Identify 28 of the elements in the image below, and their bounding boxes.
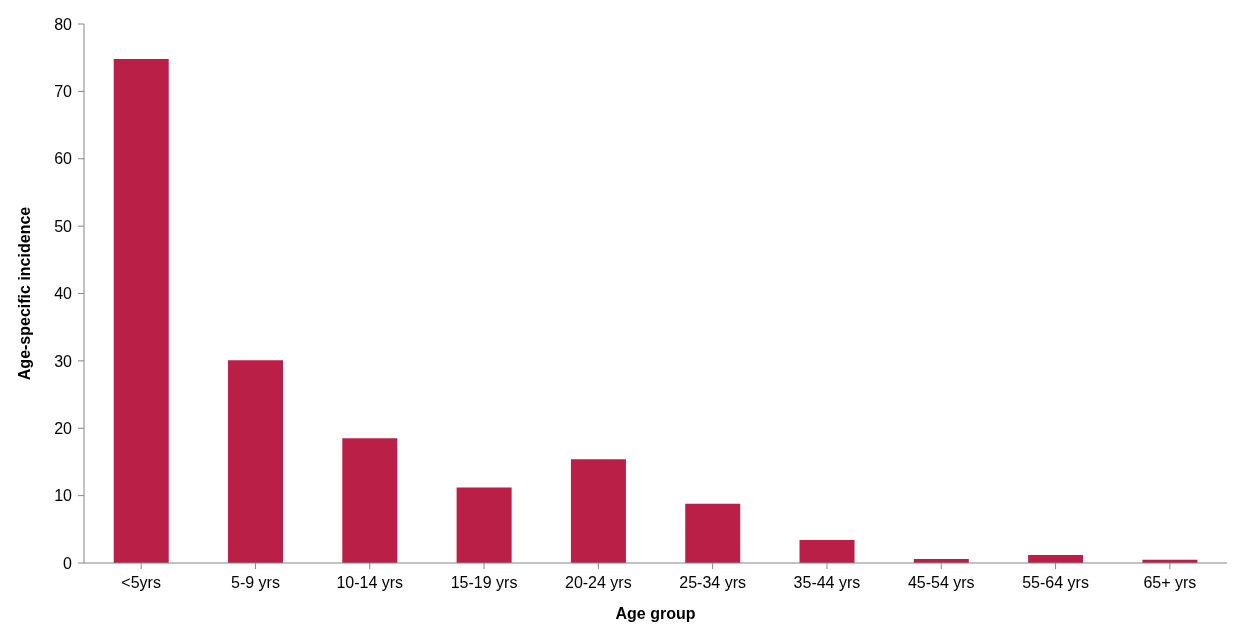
x-tick-label: 35-44 yrs	[793, 574, 861, 592]
x-axis-title: Age group	[615, 605, 696, 622]
y-tick-label: 80	[54, 15, 73, 33]
x-tick-label: 5-9 yrs	[231, 574, 280, 592]
bar	[342, 438, 398, 563]
x-tick-label: 10-14 yrs	[336, 574, 404, 592]
x-tick-label: 15-19 yrs	[450, 574, 518, 592]
y-axis-title: Age-specific incidence	[15, 206, 33, 381]
y-tick-label: 0	[63, 554, 73, 572]
bar	[570, 459, 626, 563]
y-tick-label: 60	[54, 150, 73, 168]
y-tick-label: 50	[54, 217, 73, 235]
y-tick-label: 40	[54, 285, 73, 303]
bar	[799, 540, 855, 563]
y-tick-label: 70	[54, 83, 73, 101]
y-tick-label: 30	[54, 352, 73, 370]
bar	[456, 487, 512, 563]
x-tick-label: 45-54 yrs	[907, 574, 975, 592]
bar	[113, 59, 169, 563]
x-tick-label: 55-64 yrs	[1022, 574, 1089, 592]
x-tick-label: 65+ yrs	[1143, 574, 1197, 592]
bar	[228, 360, 284, 563]
x-tick-label: 25-34 yrs	[679, 574, 746, 592]
bar	[685, 503, 741, 563]
y-tick-label: 10	[54, 487, 73, 505]
x-tick-label: <5yrs	[121, 574, 161, 592]
x-tick-label: 20-24 yrs	[565, 574, 632, 592]
y-tick-label: 20	[54, 419, 73, 437]
